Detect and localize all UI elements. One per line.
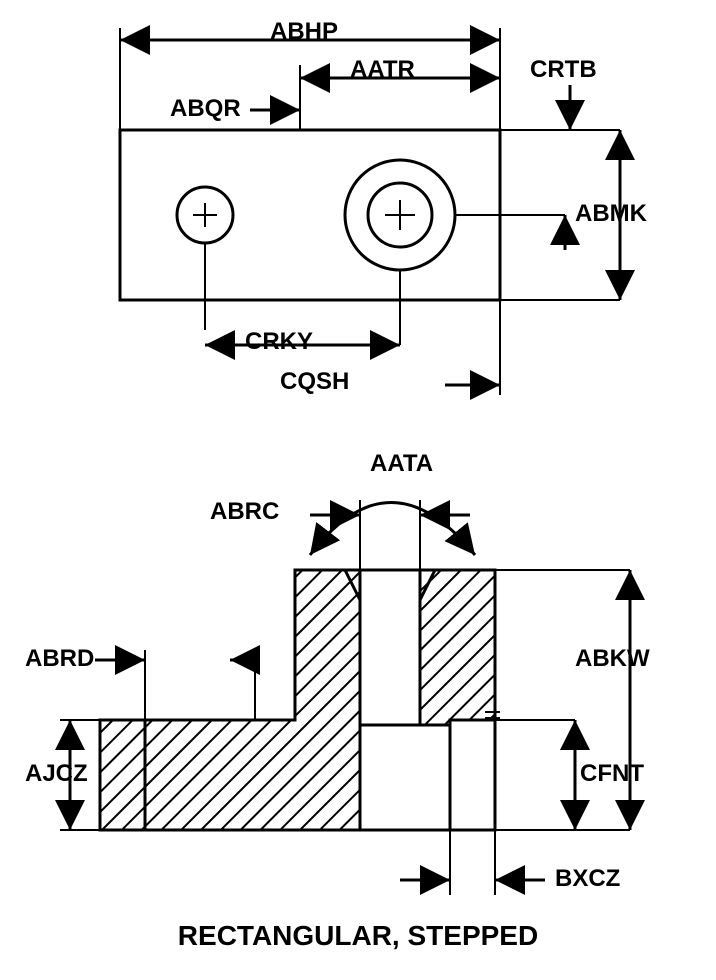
- label-cfnt: CFNT: [580, 760, 644, 788]
- label-abqr: ABQR: [170, 95, 241, 123]
- section-view: [60, 500, 630, 895]
- diagram-title: RECTANGULAR, STEPPED: [0, 920, 716, 952]
- label-abrd: ABRD: [25, 645, 94, 673]
- label-ajcz: AJCZ: [25, 760, 88, 788]
- label-abhp: ABHP: [270, 18, 338, 46]
- label-abmk: ABMK: [575, 200, 647, 228]
- label-abkw: ABKW: [575, 645, 650, 673]
- label-cqsh: CQSH: [280, 368, 349, 396]
- label-aata: AATA: [370, 450, 433, 478]
- label-crky: CRKY: [245, 328, 313, 356]
- label-abrc: ABRC: [210, 498, 279, 526]
- label-aatr: AATR: [350, 56, 415, 84]
- label-crtb: CRTB: [530, 56, 597, 84]
- label-bxcz: BXCZ: [555, 865, 620, 893]
- diagram-container: ABHP AATR ABQR CRTB ABMK CRKY CQSH AATA …: [0, 0, 716, 980]
- diagram-svg: [0, 0, 716, 980]
